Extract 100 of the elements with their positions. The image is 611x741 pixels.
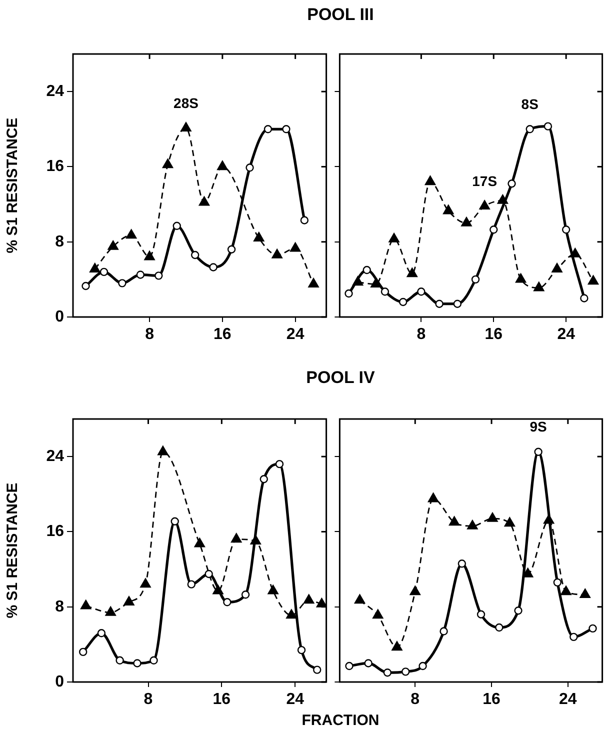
point	[448, 516, 460, 526]
point	[476, 610, 486, 618]
point	[515, 273, 526, 283]
point	[544, 122, 552, 130]
point	[204, 570, 213, 578]
point	[230, 533, 242, 543]
y-tick-label: 24	[46, 82, 64, 100]
point	[354, 594, 366, 604]
annotation: 9S	[530, 418, 547, 435]
point	[428, 492, 439, 502]
x-tick-label: 24	[286, 691, 304, 708]
point	[78, 648, 88, 656]
point	[534, 282, 544, 292]
x-tick-label: 24	[557, 326, 576, 344]
point	[133, 659, 142, 668]
point	[418, 662, 427, 670]
point	[286, 609, 297, 619]
point	[190, 250, 200, 260]
x-tick-label: 16	[214, 326, 232, 344]
point	[562, 226, 570, 234]
point	[140, 578, 151, 588]
point	[383, 668, 392, 677]
point	[97, 629, 106, 638]
point	[194, 538, 206, 548]
point	[443, 204, 454, 214]
point	[388, 232, 400, 242]
point	[268, 584, 278, 594]
point	[471, 275, 480, 284]
point	[282, 125, 290, 134]
point	[198, 196, 210, 206]
point	[136, 270, 145, 279]
x-tick-label: 24	[286, 326, 304, 344]
point	[580, 588, 590, 598]
point	[398, 298, 408, 306]
point	[380, 288, 390, 296]
point	[260, 475, 268, 484]
point	[180, 122, 192, 132]
point	[264, 125, 272, 134]
annotation: 28S	[174, 95, 198, 112]
point	[580, 294, 588, 302]
point	[272, 248, 282, 258]
point	[570, 632, 578, 642]
point	[508, 180, 516, 188]
y-tick-label: 0	[55, 673, 64, 690]
y-tick-label: 16	[46, 158, 64, 176]
chart-title: POOL III	[306, 5, 375, 25]
point	[424, 176, 436, 186]
point	[227, 245, 236, 254]
point	[90, 262, 100, 272]
point	[560, 586, 572, 596]
point	[372, 609, 384, 619]
point	[209, 263, 218, 272]
y-tick-label: 8	[55, 598, 64, 616]
point	[345, 662, 354, 670]
point	[124, 596, 134, 606]
y-axis-title: % S1 RESISTANCE	[4, 118, 22, 254]
point	[406, 268, 418, 278]
point	[479, 200, 490, 210]
y-axis-title: % S1 RESISTANCE	[4, 482, 22, 618]
point	[126, 229, 137, 239]
point	[487, 512, 498, 522]
point	[187, 580, 196, 588]
point	[304, 594, 314, 604]
point	[392, 641, 402, 651]
point	[150, 656, 158, 664]
x-tick-label: 8	[145, 326, 154, 344]
point	[116, 656, 124, 664]
point	[401, 668, 410, 676]
point	[172, 222, 181, 230]
point	[522, 568, 534, 578]
point	[461, 216, 472, 226]
point	[453, 300, 462, 308]
point	[158, 446, 168, 456]
chart-title: POOL IV	[305, 368, 376, 388]
point	[458, 560, 466, 568]
point	[118, 279, 126, 288]
point	[162, 158, 174, 168]
point	[490, 226, 498, 234]
y-tick-label: 8	[55, 233, 64, 250]
point	[410, 586, 420, 596]
y-tick-label: 16	[46, 523, 64, 540]
y-tick-label: 0	[55, 308, 64, 326]
x-tick-label: 8	[416, 326, 426, 344]
point	[80, 600, 92, 610]
point	[241, 590, 250, 599]
point	[344, 289, 353, 298]
point	[275, 460, 284, 468]
annotation: 17S	[472, 173, 498, 190]
point	[246, 164, 254, 172]
point	[514, 606, 522, 615]
point	[100, 268, 108, 276]
x-tick-label: 16	[212, 691, 231, 708]
x-tick-label: 16	[482, 691, 501, 708]
point	[435, 300, 444, 308]
x-tick-label: 8	[410, 691, 420, 708]
point	[105, 606, 116, 616]
point	[144, 250, 155, 260]
point	[108, 240, 118, 250]
point	[254, 232, 264, 242]
point	[217, 160, 228, 170]
